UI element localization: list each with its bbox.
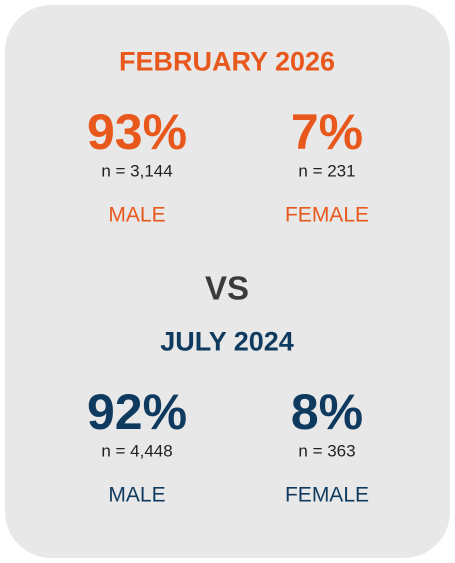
card — [5, 5, 450, 558]
gender-label: FEMALE — [284, 483, 370, 507]
gender-label: MALE — [108, 483, 166, 507]
section-title: JULY 2024 — [160, 326, 294, 357]
separator: VS — [204, 269, 250, 307]
gender-label: FEMALE — [284, 203, 370, 227]
percent: 93% — [86, 104, 188, 160]
percent: 7% — [290, 104, 364, 160]
section-title: FEBRUARY 2026 — [118, 46, 336, 77]
sample-size: n = 363 — [298, 441, 356, 461]
gender-label: MALE — [108, 203, 166, 227]
sample-size: n = 3,144 — [101, 161, 173, 181]
percent: 92% — [86, 384, 188, 440]
percent: 8% — [290, 384, 364, 440]
sample-size: n = 231 — [298, 161, 356, 181]
sample-size: n = 4,448 — [101, 441, 173, 461]
